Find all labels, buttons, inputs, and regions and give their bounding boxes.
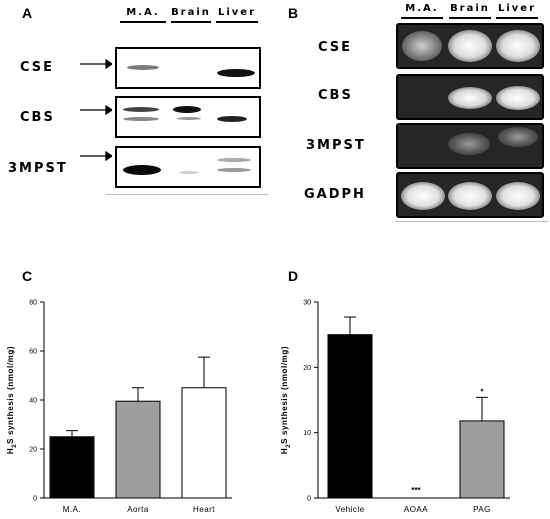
row-label-3mpst-b: 3MPST bbox=[306, 138, 366, 153]
lane-header-brain-b: Brain bbox=[450, 3, 490, 14]
bar bbox=[115, 400, 161, 499]
band bbox=[496, 86, 540, 110]
row-label-cse-b: CSE bbox=[318, 40, 353, 55]
lane-header-liver-b: Liver bbox=[497, 3, 537, 14]
band bbox=[448, 87, 492, 109]
y-tick-label: 60 bbox=[29, 349, 37, 356]
y-tick-label: 30 bbox=[303, 300, 311, 307]
band bbox=[401, 182, 445, 210]
panel-letter-b: B bbox=[288, 5, 299, 21]
band bbox=[217, 116, 247, 122]
gel-cbs-b bbox=[396, 74, 544, 120]
y-tick-label: 20 bbox=[303, 365, 311, 372]
category-label: Vehicle bbox=[335, 505, 364, 514]
category-label: PAG bbox=[473, 505, 491, 514]
category-label: Heart bbox=[193, 505, 215, 514]
significance-marker: * bbox=[480, 387, 484, 396]
row-label-cbs-b: CBS bbox=[318, 88, 353, 103]
lane-underline bbox=[120, 21, 166, 23]
band bbox=[177, 117, 201, 120]
panel-letter-a: A bbox=[22, 5, 33, 21]
gel-cse-b bbox=[396, 23, 544, 69]
band bbox=[123, 107, 159, 112]
row-label-3mpst-a: 3MPST bbox=[8, 161, 68, 176]
gel-3mpst-b bbox=[396, 123, 544, 169]
row-label-cbs-a: CBS bbox=[20, 110, 55, 125]
chart-c: 0 20 40 60 80 H2S synthesis (nmol/mg) M.A. Aort… bbox=[6, 300, 232, 514]
y-tick-label: 0 bbox=[33, 496, 37, 503]
panel-letter-d: D bbox=[288, 268, 299, 284]
band bbox=[217, 69, 255, 77]
band bbox=[179, 171, 199, 174]
row-label-gadph-b: GADPH bbox=[304, 187, 366, 202]
band bbox=[448, 30, 492, 62]
category-label: Aorta bbox=[127, 505, 149, 514]
y-axis-label: H2S synthesis (nmol/mg) bbox=[280, 346, 292, 454]
lane-underline bbox=[216, 21, 258, 23]
band bbox=[123, 117, 159, 121]
category-label: M.A. bbox=[63, 505, 81, 514]
band bbox=[498, 127, 538, 147]
y-tick-label: 10 bbox=[303, 430, 311, 437]
lane-header-liver-a: Liver bbox=[217, 7, 257, 18]
band bbox=[127, 65, 159, 70]
band bbox=[448, 133, 490, 155]
separator-line bbox=[396, 221, 548, 222]
band bbox=[496, 182, 540, 210]
lane-underline bbox=[496, 17, 538, 19]
y-tick-label: 20 bbox=[29, 447, 37, 454]
lane-underline bbox=[171, 21, 211, 23]
y-tick-label: 0 bbox=[307, 496, 311, 503]
bar bbox=[49, 436, 95, 499]
bar bbox=[327, 334, 373, 499]
significance-marker: *** bbox=[411, 486, 421, 495]
band bbox=[123, 165, 161, 175]
bar bbox=[181, 387, 227, 499]
band-arrows bbox=[80, 58, 112, 162]
gel-gadph-b bbox=[396, 172, 544, 218]
band bbox=[217, 168, 251, 172]
y-axis-label: H2S synthesis (nmol/mg) bbox=[6, 346, 18, 454]
band bbox=[448, 182, 492, 210]
gel-cbs-a bbox=[115, 96, 261, 138]
lane-header-ma-b: M.A. bbox=[405, 3, 439, 14]
band bbox=[173, 106, 201, 113]
y-tick-label: 40 bbox=[29, 398, 37, 405]
panel-letter-c: C bbox=[22, 268, 33, 284]
row-label-cse-a: CSE bbox=[20, 60, 55, 75]
bar bbox=[459, 420, 505, 499]
lane-header-brain-a: Brain bbox=[171, 7, 211, 18]
lane-underline bbox=[449, 17, 491, 19]
band bbox=[217, 158, 251, 162]
lane-header-ma-a: M.A. bbox=[126, 7, 160, 18]
y-tick-label: 80 bbox=[29, 300, 37, 307]
gel-3mpst-a bbox=[115, 146, 261, 188]
separator-line bbox=[106, 194, 268, 195]
band bbox=[402, 31, 442, 61]
gel-cse-a bbox=[115, 47, 261, 89]
band bbox=[496, 30, 540, 62]
lane-underline bbox=[401, 17, 443, 19]
category-label: AOAA bbox=[404, 505, 428, 514]
